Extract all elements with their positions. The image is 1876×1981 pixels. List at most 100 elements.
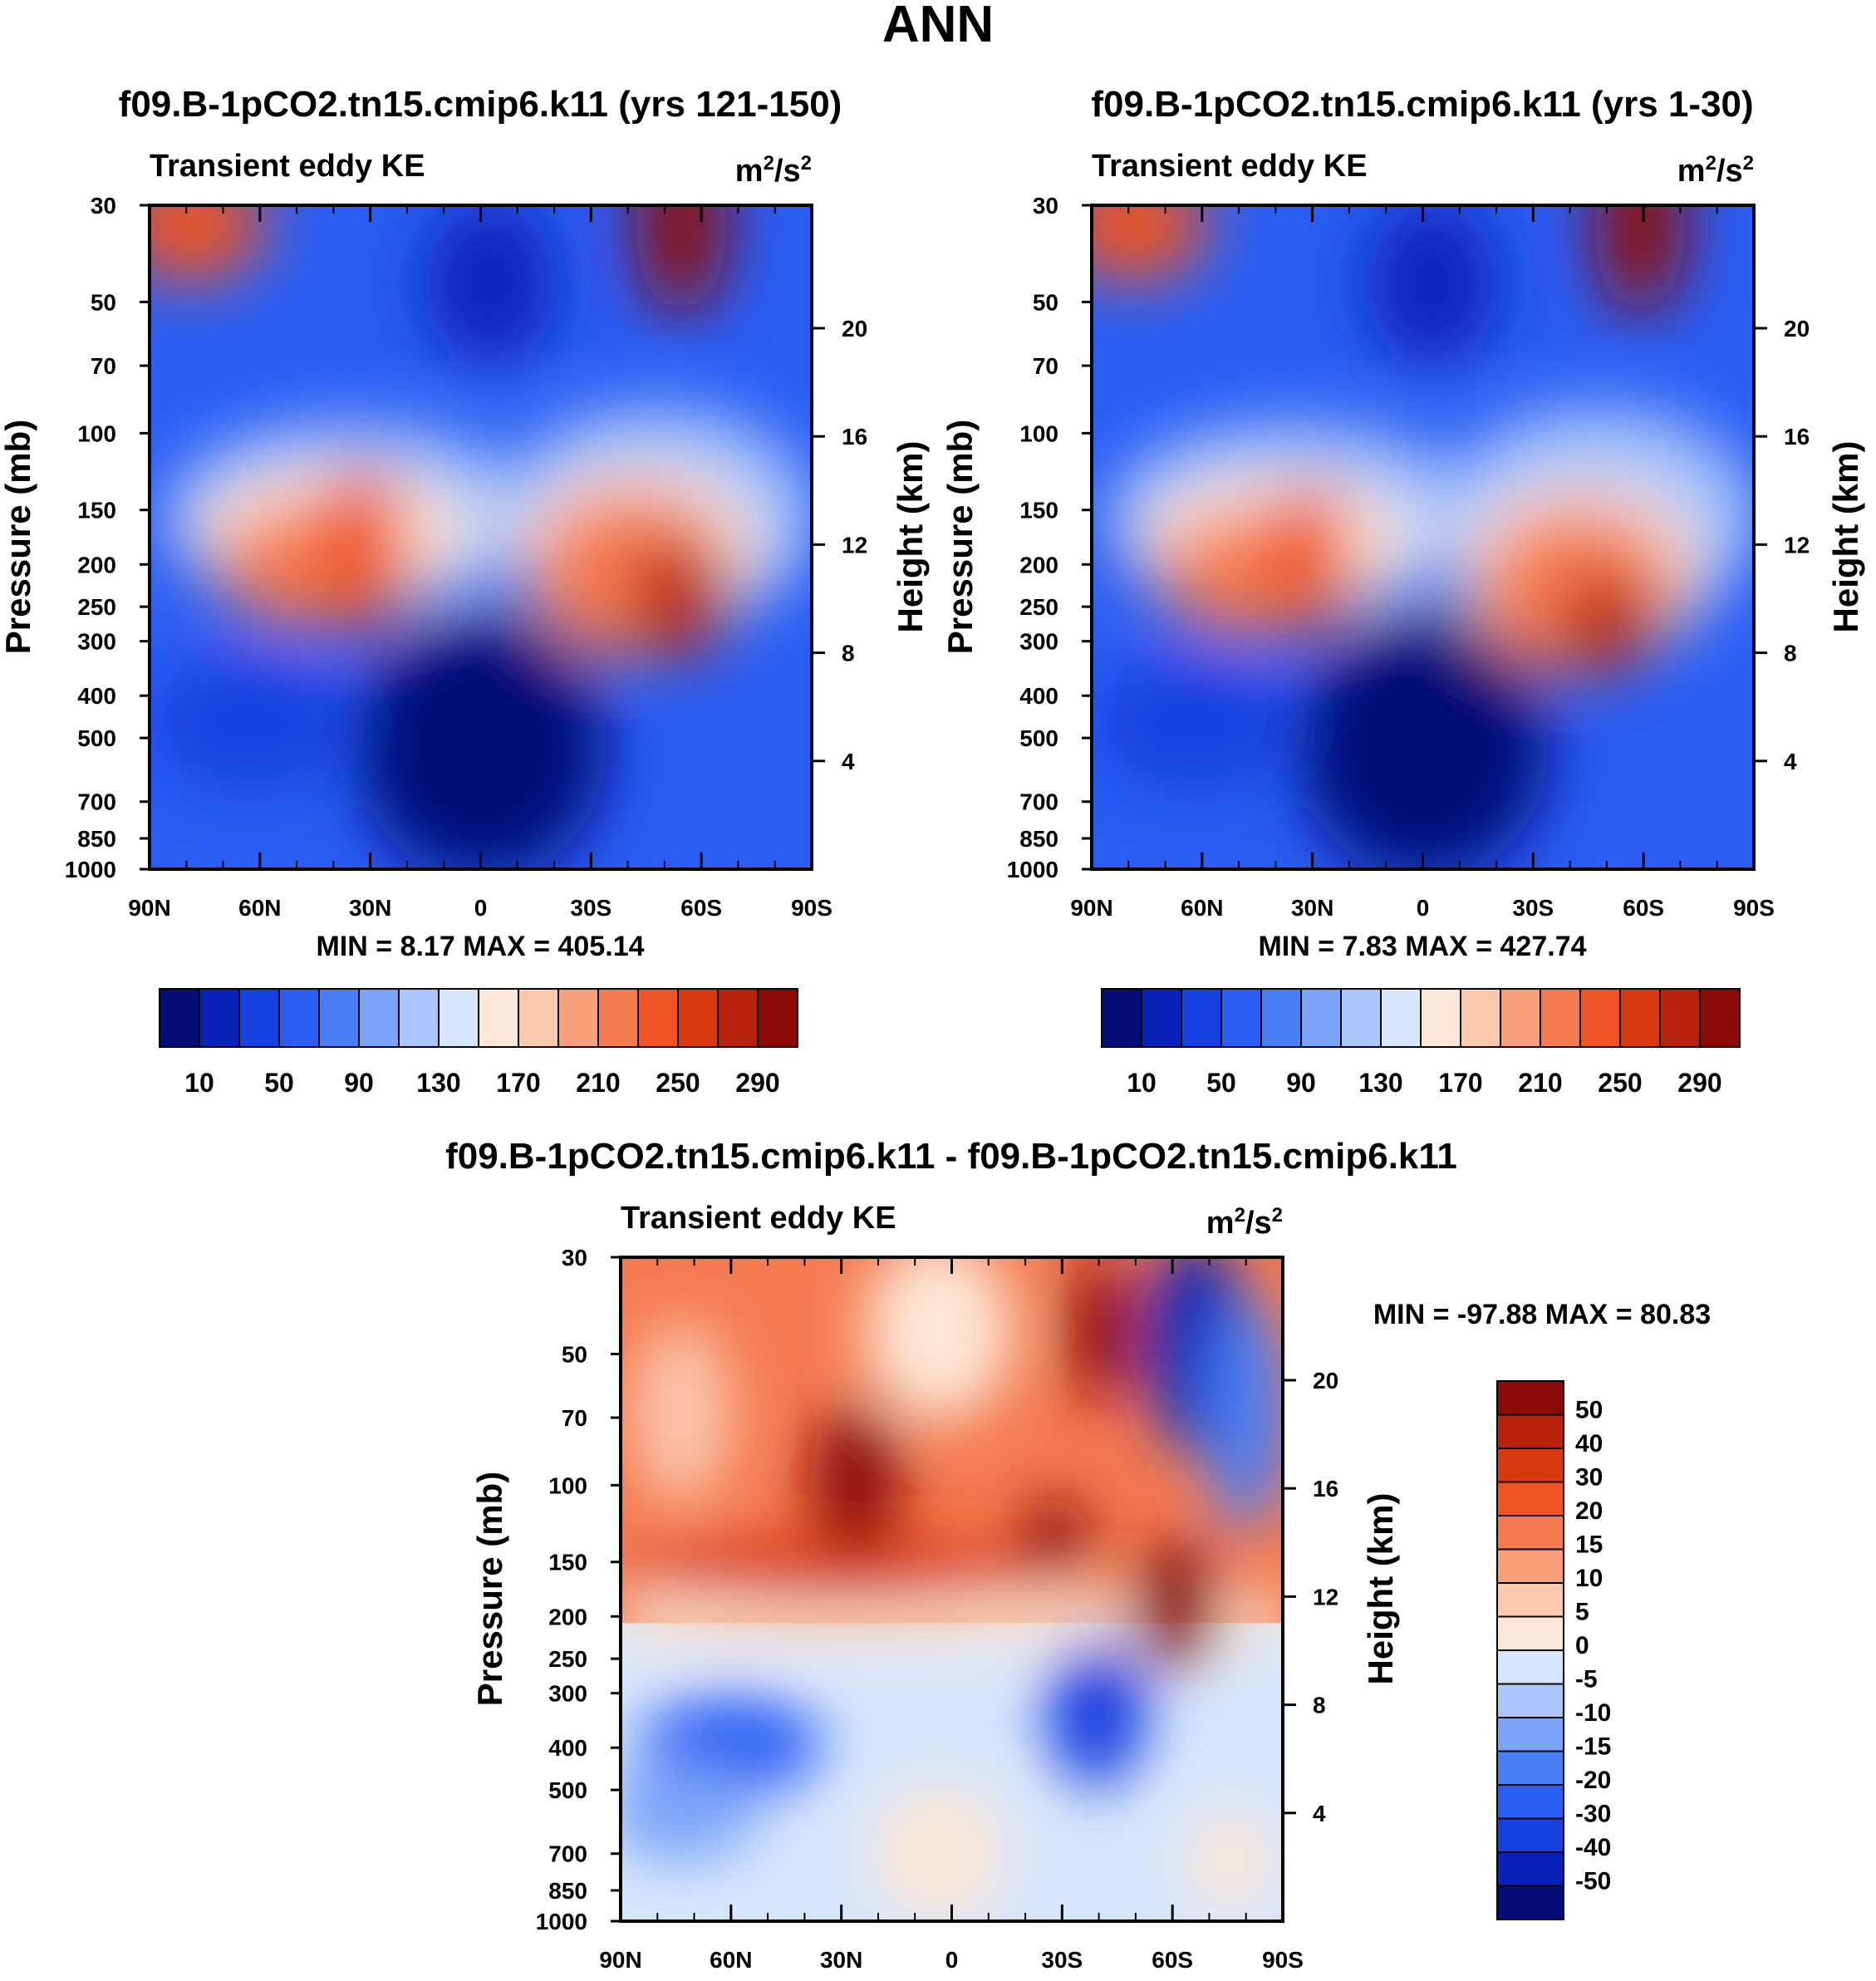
colorbar-cell xyxy=(637,988,679,1048)
strat-nh-max xyxy=(1092,205,1208,283)
colorbar-label: 130 xyxy=(416,1068,460,1098)
y-axis-height: 20 16 12 8 4 xyxy=(1754,316,1810,774)
colorbar-label: 50 xyxy=(264,1068,294,1098)
colorbar-label: 50 xyxy=(1575,1397,1603,1424)
pressure-tick-label: 30 xyxy=(562,1245,587,1271)
lat-tick-label: 90S xyxy=(791,895,832,921)
height-tick-label: 4 xyxy=(842,749,855,774)
height-tick-label: 12 xyxy=(842,532,867,558)
panel-yrs-121-150: f09.B-1pCO2.tn15.cmip6.k11 (yrs 121-150)… xyxy=(0,84,930,1098)
lat-tick-label: 30S xyxy=(1041,1947,1083,1973)
y-axis-pressure: 30 50 70 100 150 200 250 300 400 500 700 850 1000 xyxy=(1007,193,1092,882)
low-ke-tropics-upper xyxy=(424,205,557,366)
panel-subtitle: Transient eddy KE xyxy=(1092,149,1368,184)
min-max-label: MIN = 8.17 MAX = 405.14 xyxy=(316,931,644,962)
strat-nh-max xyxy=(150,205,266,283)
panel-subtitle: Transient eddy KE xyxy=(621,1201,896,1236)
lat-tick-label: 90N xyxy=(599,1947,641,1973)
contour-field xyxy=(621,1257,1283,1921)
height-tick-label: 8 xyxy=(1784,641,1797,666)
colorbar-cell xyxy=(1500,988,1541,1048)
lat-tick-label: 0 xyxy=(945,1947,959,1973)
colorbar-cell xyxy=(1300,988,1342,1048)
pressure-tick-label: 250 xyxy=(548,1646,587,1672)
pressure-tick-label: 850 xyxy=(1019,826,1058,852)
lat-tick-label: 60S xyxy=(1152,1947,1193,1973)
colorbar-label: -15 xyxy=(1575,1733,1611,1761)
colorbar-cell xyxy=(1496,1448,1564,1483)
decrease-nh-low xyxy=(621,1762,756,1861)
lat-tick-label: 90S xyxy=(1733,895,1775,921)
pressure-tick-label: 150 xyxy=(1019,498,1058,524)
pale-upper-tropics xyxy=(864,1257,1014,1421)
panel-yrs-1-30: f09.B-1pCO2.tn15.cmip6.k11 (yrs 1-30) Tr… xyxy=(940,84,1865,1098)
colorbar-label: 15 xyxy=(1575,1531,1603,1559)
colorbar-label: 170 xyxy=(496,1068,540,1098)
colorbar-cell xyxy=(1496,1548,1564,1584)
lat-tick-label: 60N xyxy=(1181,895,1223,921)
lat-tick-label: 30N xyxy=(349,895,391,921)
colorbar-cell xyxy=(1496,1750,1564,1786)
colorbar-cell xyxy=(1496,1649,1564,1685)
pressure-tick-label: 850 xyxy=(77,826,116,852)
height-tick-label: 16 xyxy=(1313,1476,1338,1502)
height-tick-label: 12 xyxy=(1784,532,1810,558)
pressure-tick-label: 400 xyxy=(77,683,116,709)
panel-title: f09.B-1pCO2.tn15.cmip6.k11 (yrs 1-30) xyxy=(1091,84,1753,125)
lat-tick-label: 0 xyxy=(1417,895,1430,921)
colorbar-label: 30 xyxy=(1575,1464,1603,1492)
colorbar-label: 90 xyxy=(344,1068,374,1098)
pale-upper-nh xyxy=(631,1321,731,1504)
pressure-tick-label: 200 xyxy=(548,1604,587,1630)
colorbar-cell xyxy=(1260,988,1302,1048)
colorbar-label: -10 xyxy=(1575,1699,1611,1727)
colorbar-cell xyxy=(1540,988,1581,1048)
y2-axis-label: Height (km) xyxy=(891,441,930,633)
pressure-tick-label: 50 xyxy=(1033,289,1058,315)
colorbar-cell xyxy=(1496,1515,1564,1551)
colorbar-cell xyxy=(1380,988,1422,1048)
colorbar-cell xyxy=(1496,1615,1564,1651)
colorbar-label: 20 xyxy=(1575,1497,1603,1525)
colorbar-label: -5 xyxy=(1575,1666,1598,1693)
colorbar-cell xyxy=(677,988,719,1048)
lat-tick-label: 60N xyxy=(710,1947,752,1973)
colorbar-cell xyxy=(1420,988,1461,1048)
colorbar: 10 50 90 130 170 210 250 290 xyxy=(1101,988,1741,1098)
colorbar-cell xyxy=(1699,988,1741,1048)
y2-axis-label: Height (km) xyxy=(1826,441,1865,633)
pressure-tick-label: 1000 xyxy=(1007,857,1058,882)
colorbar-label: 10 xyxy=(1575,1565,1603,1592)
colorbar-label: 210 xyxy=(576,1068,620,1098)
colorbar-label: 5 xyxy=(1575,1599,1589,1626)
y-axis-label: Pressure (mb) xyxy=(0,420,37,654)
colorbar-cell xyxy=(358,988,400,1048)
colorbar-label: 290 xyxy=(1677,1068,1721,1098)
pressure-tick-label: 250 xyxy=(77,594,116,620)
x-axis-latitude: 90N 60N 30N 0 30S 60S 90S xyxy=(128,205,832,921)
colorbar-cell xyxy=(318,988,360,1048)
height-tick-label: 4 xyxy=(1784,749,1797,774)
colorbar-label: 250 xyxy=(1598,1068,1642,1098)
lat-tick-label: 60N xyxy=(238,895,281,921)
pressure-tick-label: 150 xyxy=(548,1550,587,1575)
colorbar-cell xyxy=(1496,1582,1564,1618)
y-axis-pressure: 30 50 70 100 150 200 250 300 400 500 700 850 1000 xyxy=(536,1245,621,1934)
lat-tick-label: 30N xyxy=(820,1947,862,1973)
lat-tick-label: 30N xyxy=(1291,895,1333,921)
colorbar-label: 40 xyxy=(1575,1430,1603,1457)
height-tick-label: 12 xyxy=(1313,1584,1338,1610)
colorbar-label: 10 xyxy=(184,1068,214,1098)
colorbar-cell xyxy=(478,988,519,1048)
colorbar-label: 0 xyxy=(1575,1632,1589,1659)
jet-nh-core xyxy=(1267,482,1350,632)
height-tick-label: 16 xyxy=(1784,424,1810,450)
moderate-ke-nh-low xyxy=(150,656,349,789)
colorbar-cell xyxy=(1496,1413,1564,1449)
colorbar-label: -20 xyxy=(1575,1767,1611,1794)
colorbar-cell xyxy=(1141,988,1182,1048)
moderate-ke-nh-low xyxy=(1092,656,1291,789)
colorbar-cell xyxy=(1659,988,1701,1048)
colorbar-cell xyxy=(597,988,639,1048)
